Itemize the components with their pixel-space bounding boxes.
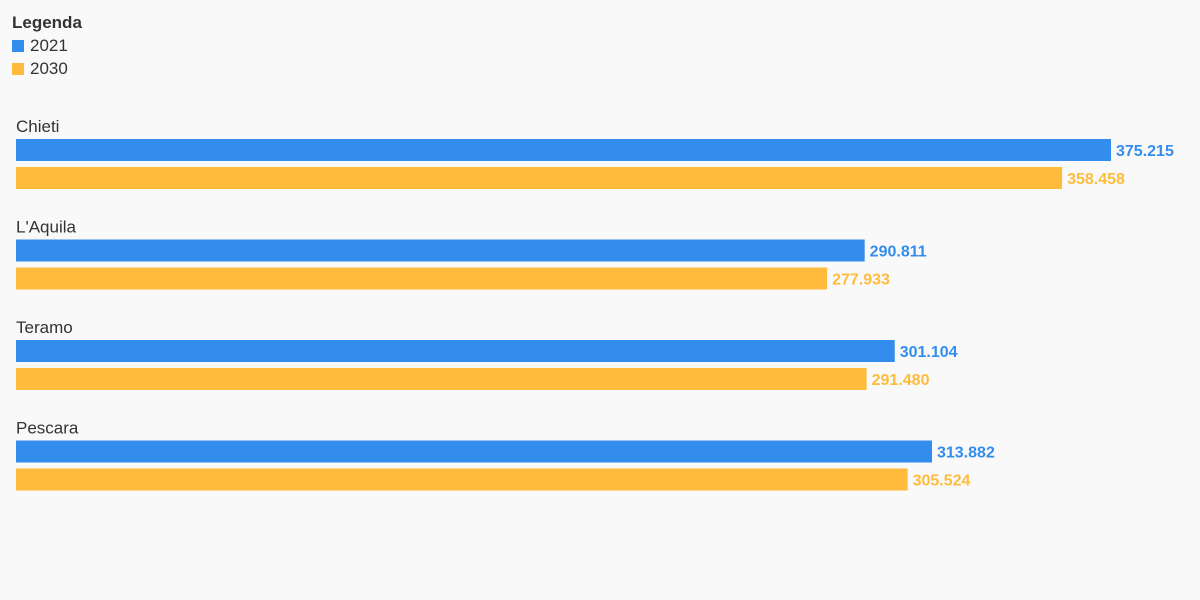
value-label-pescara-2021: 313.882	[937, 445, 995, 462]
bar-pescara-2030[interactable]	[16, 468, 908, 491]
value-label-teramo-2021: 301.104	[900, 344, 958, 361]
bar-teramo-2021[interactable]	[16, 340, 895, 362]
bar-chieti-2030[interactable]	[16, 167, 1063, 189]
legend-swatch-2021	[12, 39, 24, 52]
category-label-l-aquila: L'Aquila	[16, 218, 77, 237]
category-label-pescara: Pescara	[16, 419, 79, 438]
category-label-chieti: Chieti	[16, 117, 59, 136]
legend-title: Legenda	[12, 13, 82, 32]
value-label-teramo-2030: 291.480	[872, 372, 930, 389]
bar-teramo-2030[interactable]	[16, 368, 867, 390]
bar-l-aquila-2030[interactable]	[16, 267, 828, 290]
legend-item-2030[interactable]: 2030	[12, 57, 82, 80]
category-label-teramo: Teramo	[16, 318, 73, 337]
bar-pescara-2021[interactable]	[16, 440, 933, 463]
legend: Legenda 2021 2030	[12, 12, 82, 80]
legend-item-2021[interactable]: 2021	[12, 34, 82, 57]
value-label-chieti-2030: 358.458	[1067, 171, 1125, 188]
legend-label-2021: 2021	[30, 35, 68, 55]
value-label-chieti-2021: 375.215	[1116, 143, 1174, 160]
value-label-pescara-2030: 305.524	[913, 473, 971, 490]
value-label-l-aquila-2030: 277.933	[832, 272, 890, 289]
bar-l-aquila-2021[interactable]	[16, 239, 865, 262]
value-label-l-aquila-2021: 290.811	[870, 244, 927, 261]
bar-chieti-2021[interactable]	[16, 139, 1111, 161]
legend-swatch-2030	[12, 62, 24, 75]
legend-label-2030: 2030	[30, 58, 68, 78]
